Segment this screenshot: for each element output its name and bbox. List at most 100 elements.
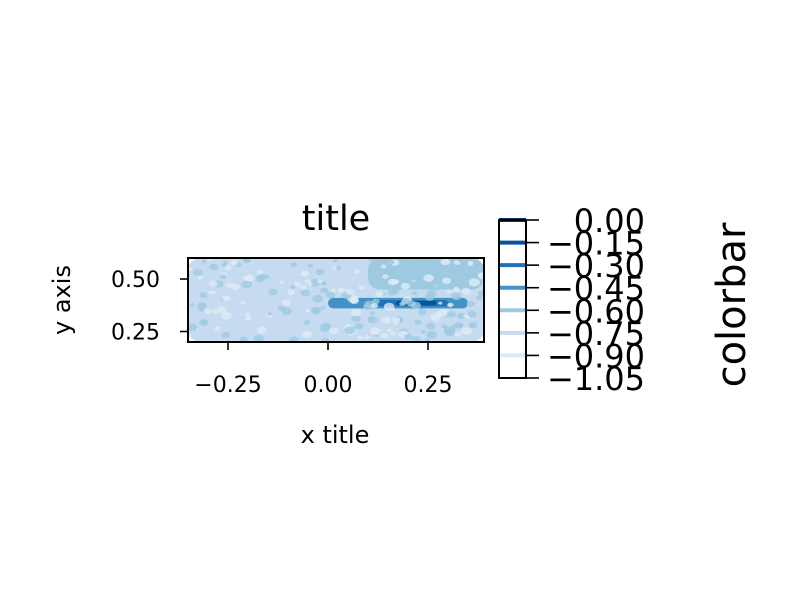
contour-speckle (368, 316, 374, 321)
contour-speckle (315, 268, 325, 276)
contour-speckle (244, 312, 251, 317)
contour-speckle (385, 258, 395, 266)
y-tick-label: 0.25 (111, 321, 160, 346)
contour-speckle (468, 278, 480, 287)
contour-speckle (332, 258, 338, 263)
contour-speckle (380, 332, 389, 339)
contour-speckle (477, 290, 484, 297)
contour-speckle (424, 293, 435, 301)
plot-area (187, 257, 485, 343)
contour-speckle (199, 292, 208, 299)
contour-speckle (467, 310, 477, 318)
contour-speckle (450, 324, 458, 330)
contour-speckle (188, 323, 198, 332)
contour-speckle (211, 308, 219, 314)
contour-speckle (344, 326, 356, 335)
colorbar-tick-label: −0.45 (547, 270, 645, 308)
contour-speckle (451, 292, 462, 301)
colorbar-tick-label: −0.75 (547, 315, 645, 353)
contour-speckle (320, 305, 326, 310)
contour-speckle (301, 272, 306, 276)
contour-speckle (430, 313, 441, 321)
contour-speckle (408, 280, 418, 287)
contour-speckle (317, 279, 323, 284)
contour-speckle (293, 282, 301, 287)
contour-speckle (463, 314, 469, 318)
contour-speckle (256, 269, 264, 275)
contour-speckle (457, 258, 468, 263)
contour-speckle (412, 270, 423, 278)
contour-speckle (245, 258, 251, 263)
contour-speckle (223, 260, 228, 264)
contour-speckle (244, 316, 252, 321)
contour-speckle (461, 327, 472, 335)
contour-speckle (211, 290, 217, 295)
contour-speckle (386, 328, 393, 333)
contour-speckle (466, 301, 475, 307)
contour-speckle (354, 269, 360, 274)
contour-speckle (332, 266, 337, 270)
contour-speckle (438, 268, 449, 276)
contour-speckle (241, 280, 253, 289)
contour-speckle (281, 307, 292, 315)
y-axis-label: y axis (48, 265, 76, 335)
contour-speckle (407, 266, 414, 272)
contour-speckle (312, 295, 324, 303)
contour-speckle (411, 301, 421, 309)
contour-speckle (475, 295, 483, 301)
contour-speckle (240, 300, 246, 305)
contour-speckle (214, 326, 221, 331)
contour-speckle (302, 330, 312, 338)
contour-speckle (420, 262, 432, 271)
colorbar-tick-label: −0.90 (547, 337, 645, 375)
contour-speckle (289, 336, 299, 342)
contour-speckle (461, 288, 471, 295)
contour-speckle (390, 331, 396, 336)
x-tick-label: 0.25 (404, 373, 453, 398)
contour-speckle (370, 303, 379, 309)
x-tick-label: −0.25 (194, 373, 261, 398)
contour-speckle (279, 280, 285, 285)
contour-speckle (255, 275, 265, 282)
contour-speckle (190, 303, 195, 307)
contour-speckle (268, 288, 278, 296)
contour-speckle (467, 262, 474, 267)
contour-speckle (401, 298, 410, 305)
contour-speckle (308, 282, 313, 286)
contour-speckle (337, 287, 346, 293)
contour-speckle (363, 303, 373, 310)
contour-speckle (197, 302, 207, 310)
contour-speckle (454, 331, 462, 337)
contour-speckle (329, 327, 339, 335)
colorbar-tick-label: −0.30 (547, 247, 645, 285)
contour-speckle (204, 308, 212, 314)
contour-speckle (193, 269, 203, 276)
contour-fill (188, 258, 484, 342)
contour-speckle (242, 275, 251, 281)
contour-speckle (414, 319, 422, 325)
contour-speckle (477, 272, 484, 279)
contour-speckle (417, 308, 427, 316)
contour-speckle (319, 323, 331, 332)
colorbar-tick-label: −1.05 (547, 360, 645, 398)
contour-speckle (400, 282, 411, 290)
contour-speckle (411, 291, 418, 296)
chart-title: title (302, 199, 370, 239)
contour-speckle (290, 284, 296, 289)
contour-speckle (335, 266, 342, 271)
contour-speckle (441, 324, 448, 329)
colorbar-frame (498, 219, 527, 379)
contour-speckle (456, 312, 466, 319)
contour-speckle (375, 291, 384, 298)
contour-speckle (429, 258, 440, 264)
contour-speckle (224, 265, 232, 271)
contour-speckle (407, 258, 414, 263)
contour-speckle (426, 331, 437, 339)
contour-speckle (370, 311, 375, 315)
contour-speckle (471, 268, 480, 274)
contour-speckle (256, 326, 267, 334)
contour-speckle (354, 323, 364, 330)
contour-speckle (201, 259, 207, 264)
contour-speckle (447, 303, 453, 307)
contour-speckle (364, 335, 370, 340)
